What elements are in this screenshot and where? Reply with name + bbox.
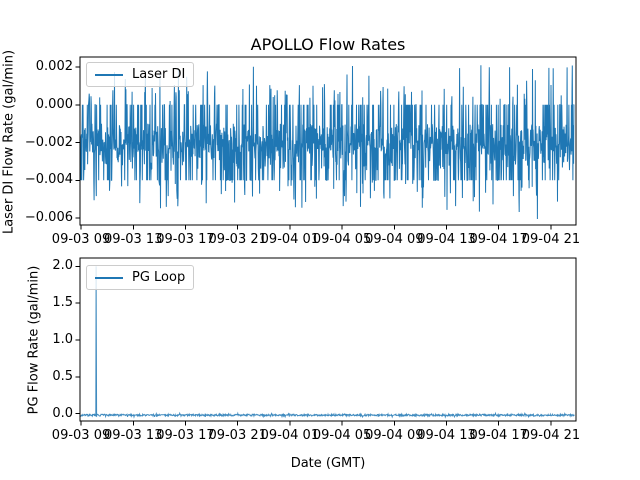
legend-label-pg-loop: PG Loop <box>132 270 186 285</box>
series-line-laser-di <box>80 65 575 220</box>
y-axis-label-laser-di: Laser DI Flow Rate (gal/min) <box>1 49 17 235</box>
legend-label-laser-di: Laser DI <box>132 67 186 82</box>
legend-line-sample-laser-di <box>95 73 123 76</box>
axes-spines <box>79 56 577 226</box>
legend-laser-di: Laser DI <box>86 62 195 87</box>
series-line-pg-loop <box>80 266 575 419</box>
x-axis-label: Date (GMT) <box>290 456 366 471</box>
legend-pg-loop: PG Loop <box>86 265 195 290</box>
axes-spines <box>79 257 577 422</box>
chart-title: APOLLO Flow Rates <box>250 35 406 54</box>
y-axis-label-pg: PG Flow Rate (gal/min) <box>26 265 42 415</box>
legend-line-sample-pg-loop <box>95 276 123 279</box>
